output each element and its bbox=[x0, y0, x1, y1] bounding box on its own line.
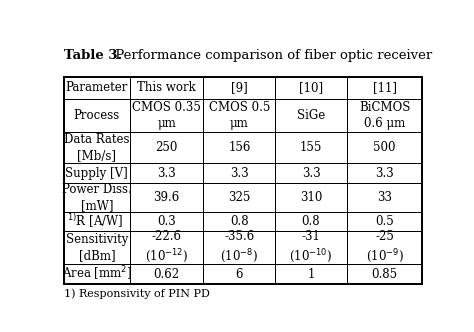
Text: 6: 6 bbox=[236, 268, 243, 281]
Text: Process: Process bbox=[73, 109, 120, 122]
Text: Data Rates
[Mb/s]: Data Rates [Mb/s] bbox=[64, 133, 129, 162]
Text: 0.62: 0.62 bbox=[154, 268, 180, 281]
Text: BiCMOS
0.6 μm: BiCMOS 0.6 μm bbox=[359, 101, 410, 130]
Text: [11]: [11] bbox=[373, 81, 397, 94]
Text: 0.3: 0.3 bbox=[157, 215, 176, 228]
Text: Power Diss.
[mW]: Power Diss. [mW] bbox=[62, 183, 132, 212]
Text: -31
(10$^{-10}$): -31 (10$^{-10}$) bbox=[290, 230, 333, 265]
Text: 1: 1 bbox=[307, 268, 315, 281]
Text: Parameter: Parameter bbox=[65, 81, 128, 94]
Text: $^{1)}$R [A/W]: $^{1)}$R [A/W] bbox=[67, 213, 123, 230]
Text: SiGe: SiGe bbox=[297, 109, 325, 122]
Text: 500: 500 bbox=[374, 141, 396, 154]
Text: This work: This work bbox=[137, 81, 196, 94]
Text: Sensitivity
[dBm]: Sensitivity [dBm] bbox=[65, 233, 128, 263]
Text: 3.3: 3.3 bbox=[301, 167, 320, 180]
Text: 3.3: 3.3 bbox=[375, 167, 394, 180]
Text: -35.6
(10$^{-8}$): -35.6 (10$^{-8}$) bbox=[220, 230, 258, 265]
Text: 0.5: 0.5 bbox=[375, 215, 394, 228]
Text: 325: 325 bbox=[228, 191, 251, 204]
Text: -22.6
(10$^{-12}$): -22.6 (10$^{-12}$) bbox=[145, 230, 188, 265]
Text: Table 3.: Table 3. bbox=[64, 49, 122, 62]
Text: 3.3: 3.3 bbox=[230, 167, 249, 180]
Text: 310: 310 bbox=[300, 191, 322, 204]
Text: 0.8: 0.8 bbox=[302, 215, 320, 228]
Text: CMOS 0.35
μm: CMOS 0.35 μm bbox=[132, 101, 201, 130]
Text: [9]: [9] bbox=[231, 81, 248, 94]
Text: [10]: [10] bbox=[299, 81, 323, 94]
Text: 250: 250 bbox=[155, 141, 178, 154]
Text: 0.85: 0.85 bbox=[372, 268, 398, 281]
Text: 155: 155 bbox=[300, 141, 322, 154]
Text: 39.6: 39.6 bbox=[154, 191, 180, 204]
Text: 156: 156 bbox=[228, 141, 251, 154]
Text: 33: 33 bbox=[377, 191, 392, 204]
Text: Area [mm$^{2}$]: Area [mm$^{2}$] bbox=[62, 265, 132, 283]
Text: Performance comparison of fiber optic receiver: Performance comparison of fiber optic re… bbox=[110, 49, 432, 62]
Text: 1) Responsivity of PIN PD: 1) Responsivity of PIN PD bbox=[64, 289, 210, 299]
Text: -25
(10$^{-9}$): -25 (10$^{-9}$) bbox=[365, 230, 403, 265]
Text: 0.8: 0.8 bbox=[230, 215, 249, 228]
Text: Supply [V]: Supply [V] bbox=[65, 167, 128, 180]
Text: 3.3: 3.3 bbox=[157, 167, 176, 180]
Text: CMOS 0.5
μm: CMOS 0.5 μm bbox=[209, 101, 270, 130]
